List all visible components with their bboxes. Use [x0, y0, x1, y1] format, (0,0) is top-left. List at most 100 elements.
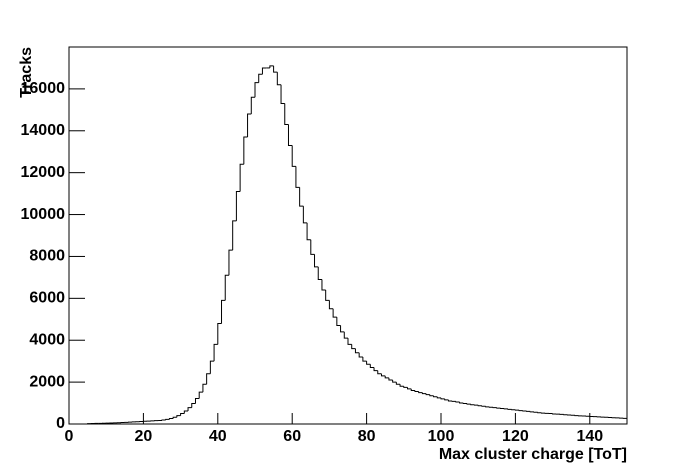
histogram-bin	[261, 67, 267, 75]
histogram-bin	[228, 249, 233, 276]
histogram-bin	[369, 364, 375, 368]
histogram-bin	[176, 415, 181, 418]
histogram-bin	[485, 406, 490, 408]
histogram-bin	[470, 404, 475, 406]
histogram-bin	[421, 392, 427, 395]
histogram-bin	[392, 380, 397, 383]
histogram-bin	[418, 391, 423, 394]
histogram-bin	[180, 413, 185, 416]
histogram-bin	[440, 397, 445, 400]
y-tick-label: 8000	[29, 248, 65, 265]
y-tick-label: 12000	[21, 164, 66, 181]
histogram-bin	[340, 325, 345, 333]
y-tick-label: 6000	[29, 290, 65, 307]
histogram-bin	[314, 254, 319, 268]
histogram-bin	[373, 367, 378, 372]
histogram-bin	[221, 299, 226, 324]
histogram-bin	[336, 317, 341, 327]
histogram-bin	[269, 65, 274, 68]
x-tick-label: 80	[358, 428, 376, 445]
histogram-bin	[198, 391, 203, 399]
histogram-bin	[358, 352, 363, 358]
histogram-bin	[224, 274, 229, 301]
histogram-bin	[321, 279, 326, 291]
histogram-bin	[213, 343, 218, 362]
y-tick-label: 4000	[29, 331, 65, 348]
y-tick-label: 2000	[29, 373, 65, 390]
histogram-bin	[317, 266, 322, 280]
y-tick-label: 16000	[21, 80, 66, 97]
histogram-bin	[172, 416, 177, 419]
histogram-bin	[429, 394, 434, 397]
histogram-bin	[273, 65, 278, 73]
histogram-bin	[235, 191, 241, 221]
histogram-bin	[247, 113, 252, 138]
histogram-bin	[447, 399, 453, 402]
histogram-bin	[299, 187, 304, 207]
histogram-bin	[187, 407, 192, 412]
histogram-bin	[455, 401, 460, 403]
histogram-bin	[403, 386, 408, 388]
histogram-bin	[165, 418, 170, 421]
histogram-bin	[291, 145, 296, 167]
histogram-bin	[459, 402, 464, 404]
histogram-bin	[380, 373, 386, 377]
histogram-bin	[243, 136, 248, 165]
histogram-bin	[276, 72, 282, 86]
histogram-bin	[328, 300, 334, 310]
histogram-bin	[377, 370, 382, 375]
y-tick-label: 0	[56, 415, 65, 432]
histogram-bin	[395, 382, 401, 385]
histogram-bin	[325, 289, 330, 301]
histogram-bin	[399, 384, 404, 387]
histogram-bin	[280, 84, 285, 105]
histogram-bin	[168, 418, 174, 420]
histogram-bin	[354, 348, 360, 354]
histogram-bin	[477, 405, 482, 407]
histogram-bin	[254, 82, 259, 98]
histogram-bin	[388, 377, 393, 381]
histogram-bin	[295, 166, 300, 188]
x-tick-label: 100	[428, 428, 455, 445]
histogram-bin	[466, 403, 471, 405]
y-tick-label: 14000	[21, 122, 66, 139]
y-axis-label: Tracks	[18, 47, 35, 98]
histogram-bin	[191, 402, 196, 408]
histogram-bin	[362, 356, 367, 362]
histogram-bin	[444, 398, 449, 401]
histogram-bin	[351, 344, 356, 350]
histogram-bin	[414, 390, 419, 393]
x-tick-label: 20	[135, 428, 153, 445]
x-tick-label: 40	[209, 428, 227, 445]
histogram-bin	[250, 96, 255, 115]
histogram-bin	[343, 331, 348, 339]
histogram-bin	[217, 322, 222, 345]
histogram-bin	[258, 73, 263, 83]
histogram-bin	[425, 393, 430, 396]
histogram-bin	[433, 395, 438, 398]
x-tick-label: 60	[283, 428, 301, 445]
y-tick-label: 10000	[21, 206, 66, 223]
histogram-bin	[287, 124, 293, 146]
histogram-bin	[347, 338, 352, 345]
histogram-bin	[306, 222, 311, 241]
histogram-bin	[310, 239, 315, 255]
histogram-bin	[239, 163, 244, 192]
histogram-bin	[183, 410, 189, 414]
x-axis-label: Max cluster charge [ToT]	[439, 446, 627, 463]
histogram-bin	[366, 361, 371, 365]
histogram-bin	[209, 360, 215, 374]
x-tick-label: 140	[576, 428, 603, 445]
histogram-bin	[332, 308, 337, 318]
frame	[68, 46, 628, 425]
histogram-bin	[384, 375, 389, 379]
histogram-bin	[410, 388, 415, 391]
histogram-bin	[206, 373, 211, 385]
x-tick-label: 120	[502, 428, 529, 445]
histogram-bin	[232, 220, 237, 251]
histogram-bin	[436, 396, 441, 399]
x-tick-label: 0	[65, 428, 74, 445]
histogram-bin	[407, 387, 412, 390]
